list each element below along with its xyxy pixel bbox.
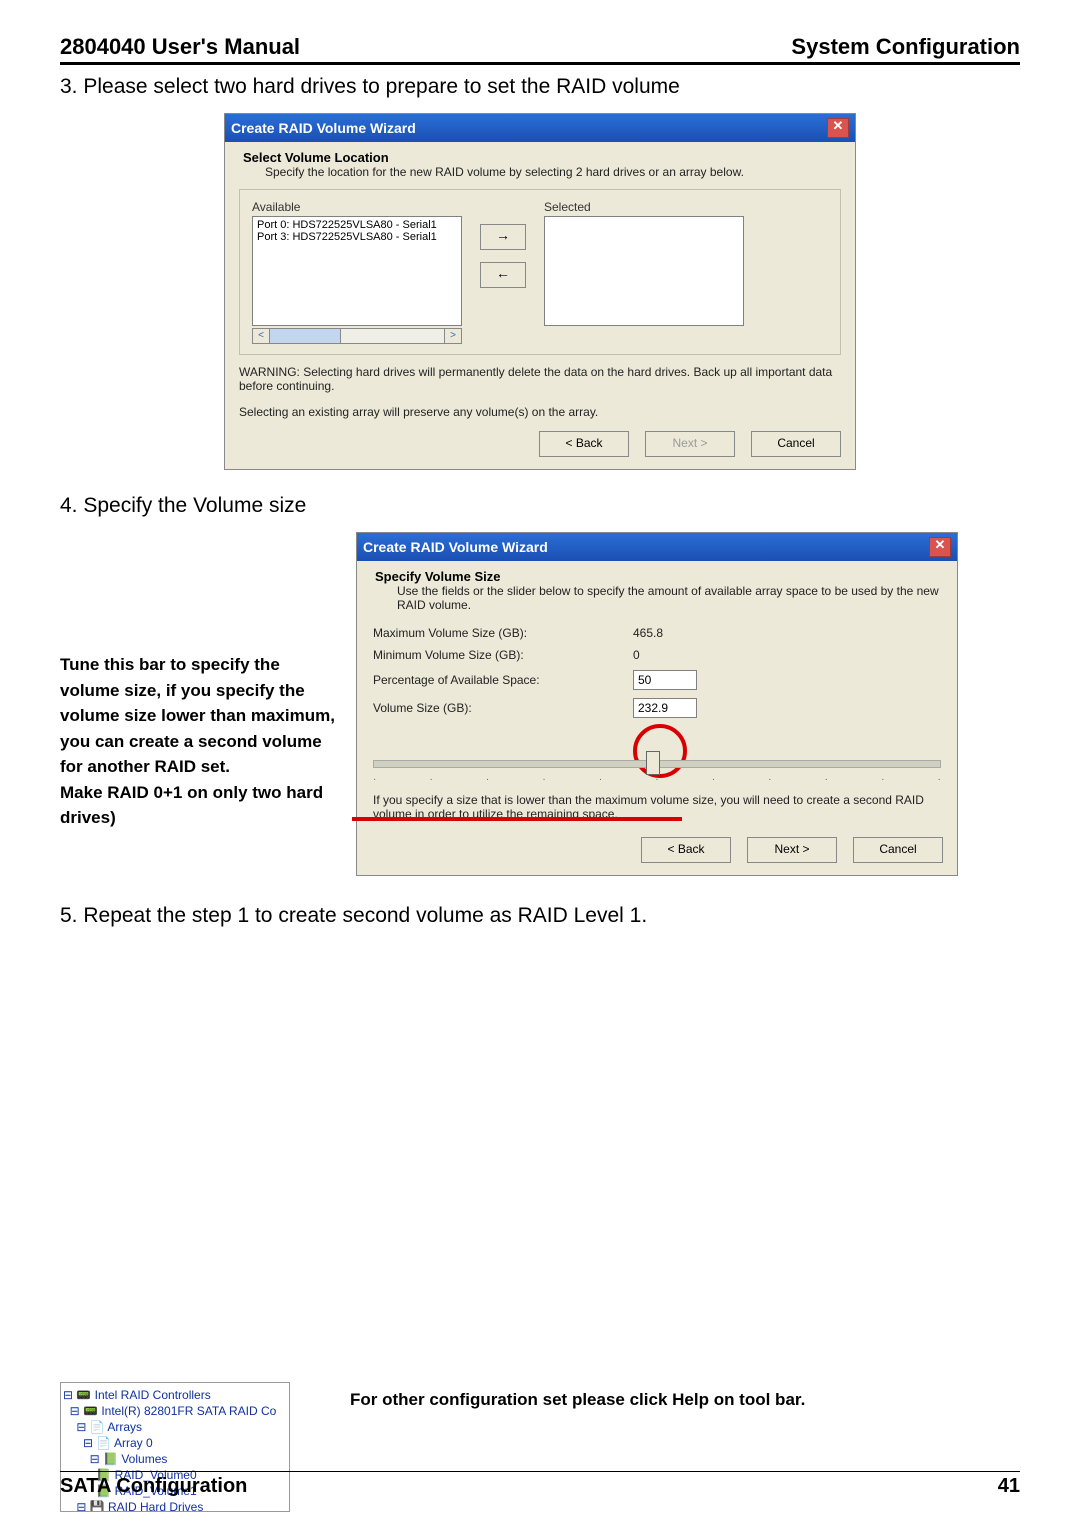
tree-row[interactable]: ⊟ 📄 Arrays xyxy=(63,1419,287,1435)
annotation-pointer-line xyxy=(352,817,682,821)
footer-page-number: 41 xyxy=(998,1475,1020,1498)
warning-text-1: WARNING: Selecting hard drives will perm… xyxy=(225,365,855,399)
horizontal-scrollbar[interactable]: < > xyxy=(252,328,462,344)
slider-thumb[interactable] xyxy=(646,751,660,775)
tree-row[interactable]: ⊟ 📟 Intel(R) 82801FR SATA RAID Co xyxy=(63,1403,287,1419)
percentage-label: Percentage of Available Space: xyxy=(373,673,633,687)
tree-row[interactable]: ⊟ 💾 RAID Hard Drives xyxy=(63,1499,287,1512)
dialog2-titlebar: Create RAID Volume Wizard ✕ xyxy=(357,533,957,561)
scroll-right-icon[interactable]: > xyxy=(444,329,461,343)
drive-selection-group: Available Port 0: HDS722525VLSA80 - Seri… xyxy=(239,189,841,355)
dialog-select-volume-location: Create RAID Volume Wizard ✕ Select Volum… xyxy=(224,113,856,470)
move-right-button[interactable]: → xyxy=(480,224,526,250)
cancel-button[interactable]: Cancel xyxy=(853,837,943,863)
selected-label: Selected xyxy=(544,200,744,214)
list-item[interactable]: Port 3: HDS722525VLSA80 - Serial1 xyxy=(257,231,457,243)
max-size-label: Maximum Volume Size (GB): xyxy=(373,626,633,640)
volume-size-slider[interactable] xyxy=(373,760,941,768)
dialog1-description: Specify the location for the new RAID vo… xyxy=(243,165,837,179)
min-size-label: Minimum Volume Size (GB): xyxy=(373,648,633,662)
bottom-help-note: For other configuration set please click… xyxy=(350,1390,805,1410)
dialog1-titlebar: Create RAID Volume Wizard ✕ xyxy=(225,114,855,142)
volume-size-label: Volume Size (GB): xyxy=(373,701,633,715)
slider-ticks: ··········· xyxy=(373,774,941,785)
close-icon[interactable]: ✕ xyxy=(929,537,951,557)
move-left-button[interactable]: ← xyxy=(480,262,526,288)
close-icon[interactable]: ✕ xyxy=(827,118,849,138)
dialog2-header: Specify Volume Size Use the fields or th… xyxy=(357,561,957,618)
header-left: 2804040 User's Manual xyxy=(60,34,300,60)
scroll-thumb[interactable] xyxy=(270,329,341,343)
back-button[interactable]: < Back xyxy=(539,431,629,457)
min-size-value: 0 xyxy=(633,648,640,662)
dialog1-title: Create RAID Volume Wizard xyxy=(231,120,416,136)
tree-row[interactable]: ⊟ 📟 Intel RAID Controllers xyxy=(63,1387,287,1403)
dialog2-title: Create RAID Volume Wizard xyxy=(363,539,548,555)
selected-listbox[interactable] xyxy=(544,216,744,326)
list-item[interactable]: Port 0: HDS722525VLSA80 - Serial1 xyxy=(257,219,457,231)
volume-size-input[interactable]: 232.9 xyxy=(633,698,697,718)
dialog2-subtitle: Specify Volume Size xyxy=(375,569,939,584)
next-button[interactable]: Next > xyxy=(645,431,735,457)
footer-divider xyxy=(60,1471,1020,1472)
step-5-text: 5. Repeat the step 1 to create second vo… xyxy=(60,904,1020,928)
dialog2-description: Use the fields or the slider below to sp… xyxy=(375,584,939,612)
dialog1-subtitle: Select Volume Location xyxy=(243,150,837,165)
annotation-circle xyxy=(633,724,687,778)
scroll-left-icon[interactable]: < xyxy=(253,329,270,343)
dialog2-note: If you specify a size that is lower than… xyxy=(357,789,957,831)
available-label: Available xyxy=(252,200,462,214)
side-annotation: Tune this bar to specify the volume size… xyxy=(60,532,336,831)
tree-row[interactable]: ⊟ 📄 Array 0 xyxy=(63,1435,287,1451)
cancel-button[interactable]: Cancel xyxy=(751,431,841,457)
step-3-text: 3. Please select two hard drives to prep… xyxy=(60,75,1020,99)
warning-text-2: Selecting an existing array will preserv… xyxy=(225,399,855,425)
header-right: System Configuration xyxy=(791,34,1020,60)
tree-row[interactable]: ⊟ 📗 Volumes xyxy=(63,1451,287,1467)
footer-section-title: SATA Configuration xyxy=(60,1475,247,1498)
back-button[interactable]: < Back xyxy=(641,837,731,863)
dialog-specify-volume-size: Create RAID Volume Wizard ✕ Specify Volu… xyxy=(356,532,958,876)
dialog1-header: Select Volume Location Specify the locat… xyxy=(225,142,855,185)
step-4-text: 4. Specify the Volume size xyxy=(60,494,1020,518)
percentage-input[interactable]: 50 xyxy=(633,670,697,690)
max-size-value: 465.8 xyxy=(633,626,663,640)
available-listbox[interactable]: Port 0: HDS722525VLSA80 - Serial1 Port 3… xyxy=(252,216,462,326)
next-button[interactable]: Next > xyxy=(747,837,837,863)
